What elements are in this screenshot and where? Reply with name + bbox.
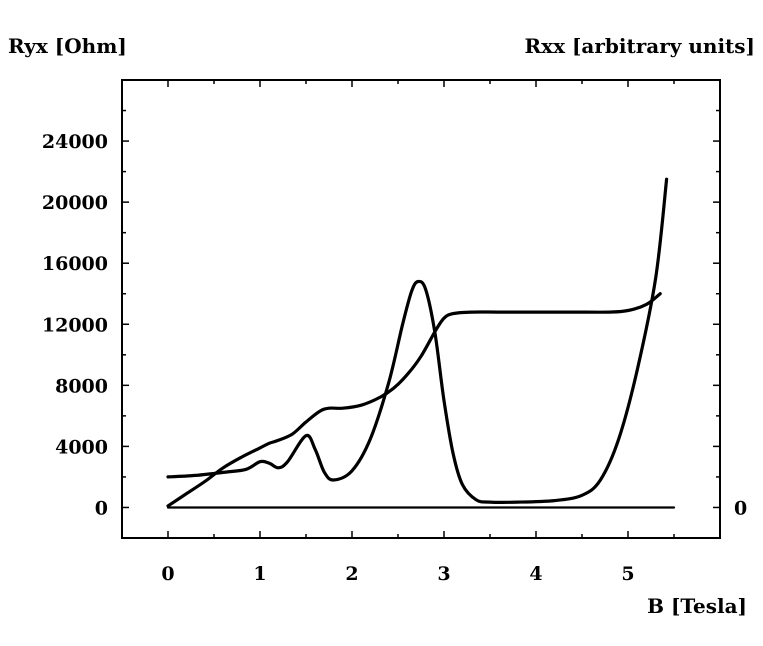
tick-labels: 0 1 2 3 4 5 0 4000 8000 12000 16000 20000 24000 0 (42, 131, 747, 585)
x-tick-label: 0 (161, 563, 174, 585)
axis-ticks (122, 80, 720, 538)
y-left-tick-label: 24000 (42, 131, 108, 153)
y-left-tick-label: 16000 (42, 253, 108, 275)
y-left-tick-label: 0 (95, 497, 108, 519)
hall-resistance-curve (166, 292, 662, 508)
plot-frame (121, 79, 721, 539)
x-tick-label: 5 (621, 563, 634, 585)
series-group (166, 177, 676, 509)
y-right-axis-title: Rxx [arbitrary units] (525, 34, 755, 58)
x-axis-title: B [Tesla] (647, 594, 747, 618)
y-right-tick-label: 0 (734, 497, 747, 519)
y-left-tick-label: 12000 (42, 314, 108, 336)
x-tick-label: 2 (345, 563, 358, 585)
y-left-tick-label: 8000 (55, 375, 108, 397)
y-left-axis-title: Ryx [Ohm] (8, 34, 127, 58)
x-tick-label: 4 (529, 563, 542, 585)
x-tick-label: 1 (253, 563, 266, 585)
x-tick-label: 3 (437, 563, 450, 585)
longitudinal-resistance-curve (166, 177, 669, 504)
y-left-tick-label: 4000 (55, 436, 108, 458)
y-left-tick-label: 20000 (42, 192, 108, 214)
